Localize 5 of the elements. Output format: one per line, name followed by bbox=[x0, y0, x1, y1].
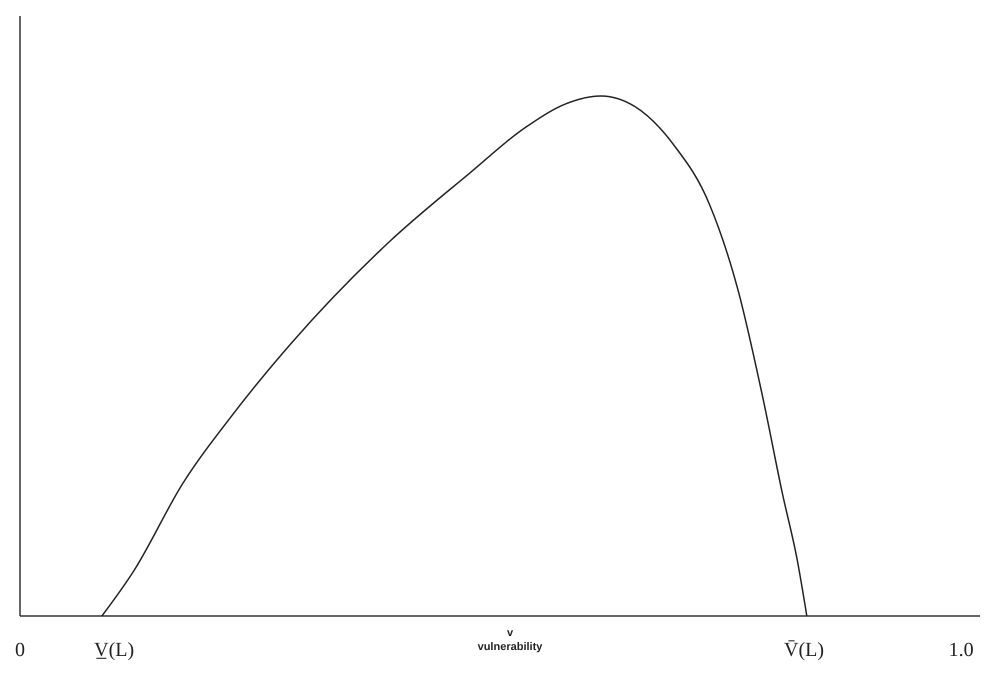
x-tick-label: 1.0 bbox=[948, 639, 974, 661]
x-tick-label: V̲(L) bbox=[94, 639, 134, 661]
x-axis-title: v vulnerability bbox=[478, 627, 544, 653]
x-tick-label: 0 bbox=[15, 639, 25, 661]
x-tick-label: V̄(L) bbox=[784, 639, 824, 661]
